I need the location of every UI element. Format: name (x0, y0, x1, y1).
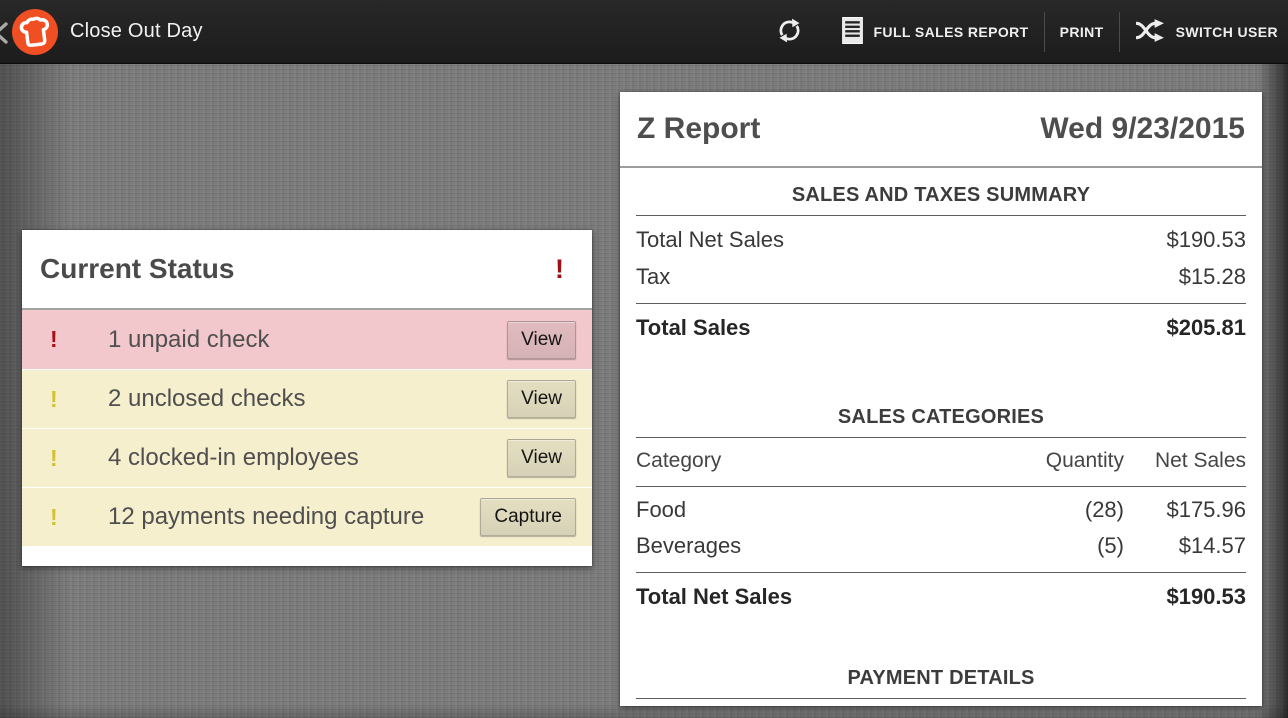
row-label: Total Net Sales (636, 227, 784, 252)
view-unclosed-checks-button[interactable]: View (507, 380, 576, 418)
category-row-beverages: Beverages (5) $14.57 (620, 528, 1262, 564)
section-gap (620, 352, 1262, 390)
switch-user-label: SWITCH USER (1175, 23, 1278, 40)
payment-rows: Cash $76.29 (620, 699, 1262, 706)
current-status-header: Current Status ! (22, 230, 592, 310)
top-bar-divider (1043, 11, 1045, 52)
report-row-categories-total: Total Net Sales $190.53 (620, 573, 1262, 621)
status-row-unclosed-checks: ! 2 unclosed checks View (22, 369, 592, 428)
category-row-food: Food (28) $175.96 (620, 492, 1262, 528)
z-report-date: Wed 9/23/2015 (1040, 112, 1245, 145)
status-row-label: 2 unclosed checks (108, 385, 306, 412)
error-exclamation-icon: ! (50, 326, 58, 352)
warning-exclamation-icon: ! (50, 444, 58, 471)
refresh-icon (776, 17, 803, 47)
category-net-sales: $175.96 (1166, 497, 1246, 522)
total-value: $190.53 (1166, 584, 1246, 609)
row-value: $76.29 (1179, 704, 1246, 706)
total-rule (636, 572, 1246, 573)
current-status-panel: Current Status ! ! 1 unpaid check View !… (22, 230, 592, 566)
payment-row-cash: Cash $76.29 (620, 704, 1262, 706)
back-chevron-icon (0, 0, 10, 64)
status-row-unpaid-checks: ! 1 unpaid check View (22, 310, 592, 369)
status-row-label: 12 payments needing capture (108, 503, 425, 530)
refresh-button[interactable] (752, 0, 827, 63)
section-heading: SALES CATEGORIES (837, 406, 1045, 428)
section-gap (620, 621, 1262, 651)
sales-taxes-summary-section: SALES AND TAXES SUMMARY Total Net Sales … (620, 184, 1262, 352)
payment-details-section: PAYMENT DETAILS Cash $76.29 (620, 667, 1262, 706)
table-head-rule (636, 486, 1246, 487)
sales-taxes-rows: Total Net Sales $190.53 Tax $15.28 (620, 216, 1262, 295)
capture-payments-button[interactable]: Capture (480, 498, 576, 536)
switch-user-button[interactable]: SWITCH USER (1120, 0, 1288, 63)
total-label: Total Net Sales (636, 584, 793, 609)
z-report-panel[interactable]: Z Report Wed 9/23/2015 SALES AND TAXES S… (620, 92, 1262, 706)
category-name: Beverages (636, 533, 742, 558)
current-status-title: Current Status (40, 253, 235, 284)
section-rule (636, 437, 1246, 438)
row-label: Tax (636, 264, 671, 289)
report-row-total-sales: Total Sales $205.81 (620, 304, 1262, 352)
total-label: Total Sales (636, 315, 751, 340)
total-rule (636, 303, 1246, 304)
alert-exclamation-icon: ! (555, 253, 564, 284)
status-row-clocked-in-employees: ! 4 clocked-in employees View (22, 428, 592, 487)
top-bar-divider (1118, 11, 1120, 52)
view-unpaid-checks-button[interactable]: View (507, 320, 576, 359)
column-header-quantity: Quantity (1045, 449, 1124, 472)
view-clocked-in-employees-button[interactable]: View (507, 439, 576, 477)
print-button[interactable]: PRINT (1045, 0, 1119, 63)
section-heading: PAYMENT DETAILS (847, 667, 1035, 689)
print-label: PRINT (1059, 23, 1104, 40)
report-row-total-net-sales: Total Net Sales $190.53 (620, 221, 1262, 258)
full-sales-report-label: FULL SALES REPORT (873, 23, 1029, 40)
page-title: Close Out Day (70, 20, 203, 42)
status-row-label: 1 unpaid check (108, 325, 270, 353)
row-value: $15.28 (1178, 264, 1246, 289)
nav-back[interactable]: Close Out Day (0, 0, 203, 63)
warning-exclamation-icon: ! (50, 503, 58, 530)
status-row-payments-needing-capture: ! 12 payments needing capture Capture (22, 487, 592, 546)
category-quantity: (5) (1097, 533, 1124, 558)
report-row-tax: Tax $15.28 (620, 258, 1262, 295)
section-rule (636, 215, 1246, 216)
report-document-icon (842, 16, 864, 47)
column-header-category: Category (636, 449, 722, 472)
z-report-title: Z Report (637, 112, 761, 145)
section-rule (636, 698, 1246, 699)
categories-rows: Food (28) $175.96 Beverages (5) $14.57 (620, 487, 1262, 564)
row-value: $190.53 (1166, 227, 1246, 252)
top-bar: Close Out Day (0, 0, 1288, 64)
category-name: Food (636, 497, 687, 522)
full-sales-report-button[interactable]: FULL SALES REPORT (827, 0, 1043, 63)
category-net-sales: $14.57 (1178, 533, 1246, 558)
category-quantity: (28) (1084, 497, 1124, 522)
total-value: $205.81 (1166, 315, 1246, 340)
toast-logo-icon (12, 8, 58, 55)
status-row-label: 4 clocked-in employees (108, 444, 359, 471)
section-heading: SALES AND TAXES SUMMARY (791, 184, 1091, 206)
sales-categories-section: SALES CATEGORIES Category Quantity Net S… (620, 406, 1262, 621)
categories-column-headers: Category Quantity Net Sales (620, 438, 1262, 478)
column-header-net-sales: Net Sales (1154, 449, 1246, 472)
switch-user-icon (1135, 18, 1166, 45)
z-report-header: Z Report Wed 9/23/2015 (620, 92, 1262, 168)
row-label: Cash (636, 704, 687, 706)
warning-exclamation-icon: ! (50, 385, 58, 412)
top-bar-actions: FULL SALES REPORT PRINT (752, 0, 1288, 63)
